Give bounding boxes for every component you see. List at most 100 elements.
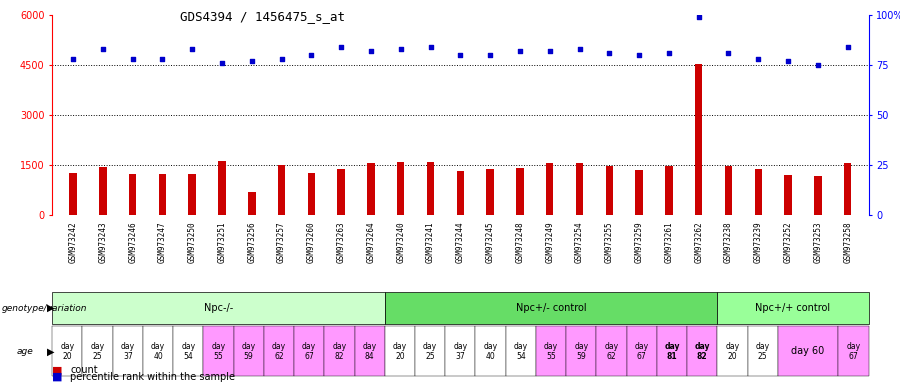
Text: day
40: day 40: [151, 342, 165, 361]
Bar: [456, 171, 464, 215]
Bar: [606, 166, 613, 215]
Text: day
20: day 20: [392, 342, 407, 361]
Bar: [665, 166, 672, 215]
Bar: [427, 162, 435, 215]
Text: ▶: ▶: [47, 303, 54, 313]
Text: Npc-/-: Npc-/-: [204, 303, 233, 313]
Text: day
67: day 67: [302, 342, 316, 361]
Point: [691, 14, 706, 20]
Text: day
59: day 59: [574, 342, 589, 361]
Text: GSM973248: GSM973248: [516, 221, 525, 263]
Text: day
54: day 54: [181, 342, 195, 361]
Text: GSM973260: GSM973260: [307, 221, 316, 263]
Text: day 60: day 60: [791, 346, 824, 356]
Text: genotype/variation: genotype/variation: [2, 304, 87, 313]
Point: [721, 50, 735, 56]
Text: Npc+/+ control: Npc+/+ control: [755, 303, 831, 313]
Point: [662, 50, 676, 56]
Text: day
37: day 37: [454, 342, 467, 361]
Text: day
37: day 37: [121, 342, 135, 361]
Point: [752, 56, 766, 62]
Bar: [695, 64, 702, 215]
Text: day
40: day 40: [483, 342, 498, 361]
Bar: [129, 174, 137, 215]
Point: [334, 44, 348, 50]
Point: [66, 56, 80, 62]
Text: age: age: [16, 347, 33, 356]
Bar: [308, 174, 315, 215]
Text: GSM973246: GSM973246: [128, 221, 137, 263]
Bar: [754, 169, 762, 215]
Bar: [576, 164, 583, 215]
Text: percentile rank within the sample: percentile rank within the sample: [70, 372, 235, 382]
Text: ■: ■: [52, 372, 63, 382]
Text: day
82: day 82: [695, 342, 710, 361]
Text: GSM973241: GSM973241: [426, 221, 435, 263]
Point: [513, 48, 527, 55]
Text: day
82: day 82: [332, 342, 347, 361]
Point: [393, 46, 408, 52]
Text: GSM973243: GSM973243: [98, 221, 107, 263]
Text: GSM973249: GSM973249: [545, 221, 554, 263]
Text: ■: ■: [52, 365, 63, 375]
Point: [543, 48, 557, 55]
Text: GSM973257: GSM973257: [277, 221, 286, 263]
Bar: [486, 169, 494, 215]
Text: GSM973250: GSM973250: [188, 221, 197, 263]
Bar: [784, 175, 792, 215]
Text: day
25: day 25: [91, 342, 104, 361]
Point: [841, 44, 855, 50]
Point: [215, 60, 230, 66]
Text: day
62: day 62: [272, 342, 286, 361]
Text: ▶: ▶: [47, 346, 54, 356]
Point: [125, 56, 140, 62]
Bar: [99, 167, 106, 215]
Text: GSM973259: GSM973259: [634, 221, 644, 263]
Text: day
55: day 55: [212, 342, 226, 361]
Text: GSM973247: GSM973247: [158, 221, 166, 263]
Text: day
84: day 84: [363, 342, 377, 361]
Text: day
55: day 55: [544, 342, 558, 361]
Text: GSM973261: GSM973261: [664, 221, 673, 263]
Bar: [397, 162, 404, 215]
Point: [781, 58, 796, 65]
Point: [602, 50, 616, 56]
Text: GSM973256: GSM973256: [248, 221, 256, 263]
Text: day
67: day 67: [634, 342, 649, 361]
Point: [364, 48, 378, 55]
Text: GSM973240: GSM973240: [396, 221, 405, 263]
Text: day
25: day 25: [756, 342, 770, 361]
Point: [483, 52, 498, 58]
Text: day
54: day 54: [514, 342, 528, 361]
Text: GSM973255: GSM973255: [605, 221, 614, 263]
Bar: [278, 166, 285, 215]
Text: GSM973254: GSM973254: [575, 221, 584, 263]
Bar: [338, 169, 345, 215]
Text: GSM973258: GSM973258: [843, 221, 852, 263]
Bar: [69, 173, 76, 215]
Point: [423, 44, 437, 50]
Bar: [546, 163, 554, 215]
Point: [274, 56, 289, 62]
Bar: [724, 166, 733, 215]
Point: [304, 52, 319, 58]
Text: GSM973245: GSM973245: [486, 221, 495, 263]
Point: [155, 56, 169, 62]
Bar: [367, 163, 374, 215]
Bar: [517, 169, 524, 215]
Point: [632, 52, 646, 58]
Text: GSM973251: GSM973251: [218, 221, 227, 263]
Point: [245, 58, 259, 65]
Text: GSM973239: GSM973239: [754, 221, 763, 263]
Text: GSM973264: GSM973264: [366, 221, 375, 263]
Text: GSM973252: GSM973252: [784, 221, 793, 263]
Text: GSM973253: GSM973253: [814, 221, 823, 263]
Bar: [814, 176, 822, 215]
Point: [811, 62, 825, 68]
Bar: [844, 164, 851, 215]
Text: GDS4394 / 1456475_s_at: GDS4394 / 1456475_s_at: [180, 10, 345, 23]
Text: GSM973238: GSM973238: [724, 221, 733, 263]
Text: GSM973262: GSM973262: [694, 221, 703, 263]
Bar: [248, 192, 256, 215]
Bar: [158, 174, 166, 215]
